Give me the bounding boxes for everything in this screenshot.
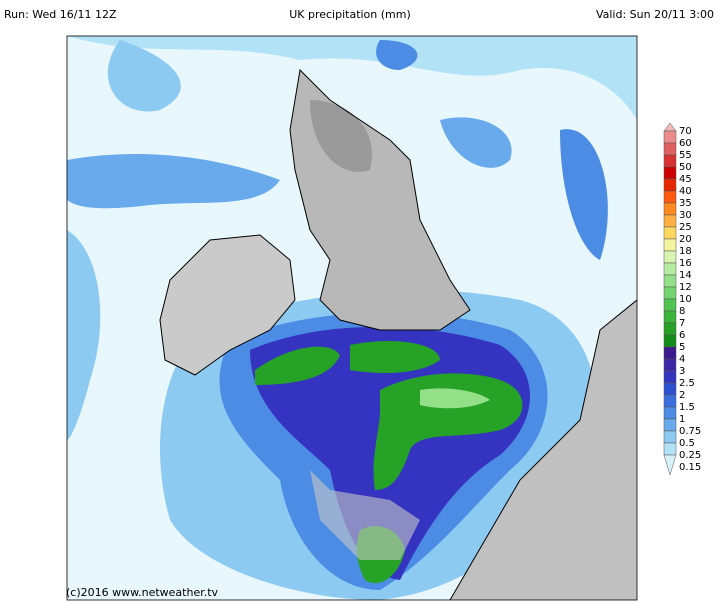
scale-band [663, 370, 677, 384]
scale-band [663, 250, 677, 264]
color-scale: 7060555045403530252018161412108765432.52… [663, 122, 701, 476]
title: UK precipitation (mm) [289, 8, 411, 21]
run-label: Run: Wed 16/11 12Z [4, 8, 117, 21]
scale-band [663, 130, 677, 144]
scale-band [663, 190, 677, 204]
scale-band [663, 142, 677, 156]
scale-label: 1 [679, 414, 685, 425]
scale-label: 5 [679, 342, 685, 353]
scale-label: 25 [679, 222, 692, 233]
scale-label: 0.5 [679, 438, 695, 449]
scale-label: 3 [679, 366, 685, 377]
scale-band [663, 274, 677, 288]
scale-band [663, 226, 677, 240]
scale-band [663, 418, 677, 432]
scale-band [663, 298, 677, 312]
scale-label: 45 [679, 174, 692, 185]
scale-label: 0.75 [679, 426, 701, 437]
scale-band [663, 334, 677, 348]
scale-band [663, 346, 677, 360]
scale-label: 20 [679, 234, 692, 245]
scale-arrow [663, 122, 677, 132]
scale-band [663, 178, 677, 192]
scale-label: 0.15 [679, 462, 701, 473]
valid-label: Valid: Sun 20/11 3:00 [596, 8, 714, 21]
scale-band [663, 286, 677, 300]
map [67, 36, 637, 600]
scale-label: 40 [679, 186, 692, 197]
scale-band [663, 238, 677, 252]
scale-band [663, 154, 677, 168]
scale-band [663, 358, 677, 372]
scale-band [663, 262, 677, 276]
scale-band [663, 406, 677, 420]
scale-arrow [663, 454, 677, 476]
scale-label: 4 [679, 354, 685, 365]
scale-label: 35 [679, 198, 692, 209]
scale-label: 55 [679, 150, 692, 161]
scale-label: 50 [679, 162, 692, 173]
scale-label: 7 [679, 318, 685, 329]
scale-band [663, 310, 677, 324]
scale-band [663, 430, 677, 444]
scale-label: 16 [679, 258, 692, 269]
scale-band [663, 394, 677, 408]
scale-band [663, 202, 677, 216]
scale-label: 0.25 [679, 450, 701, 461]
scale-band [663, 382, 677, 396]
scale-label: 2 [679, 390, 685, 401]
copyright: (c)2016 www.netweather.tv [66, 586, 219, 599]
scale-label: 14 [679, 270, 692, 281]
scale-label: 60 [679, 138, 692, 149]
scale-label: 1.5 [679, 402, 695, 413]
scale-label: 6 [679, 330, 685, 341]
scale-band [663, 322, 677, 336]
scale-label: 2.5 [679, 378, 695, 389]
scale-label: 70 [679, 126, 692, 137]
scale-label: 12 [679, 282, 692, 293]
scale-label: 8 [679, 306, 685, 317]
scale-band [663, 166, 677, 180]
scale-label: 18 [679, 246, 692, 257]
scale-band [663, 214, 677, 228]
scale-band [663, 442, 677, 456]
scale-label: 30 [679, 210, 692, 221]
scale-label: 10 [679, 294, 692, 305]
